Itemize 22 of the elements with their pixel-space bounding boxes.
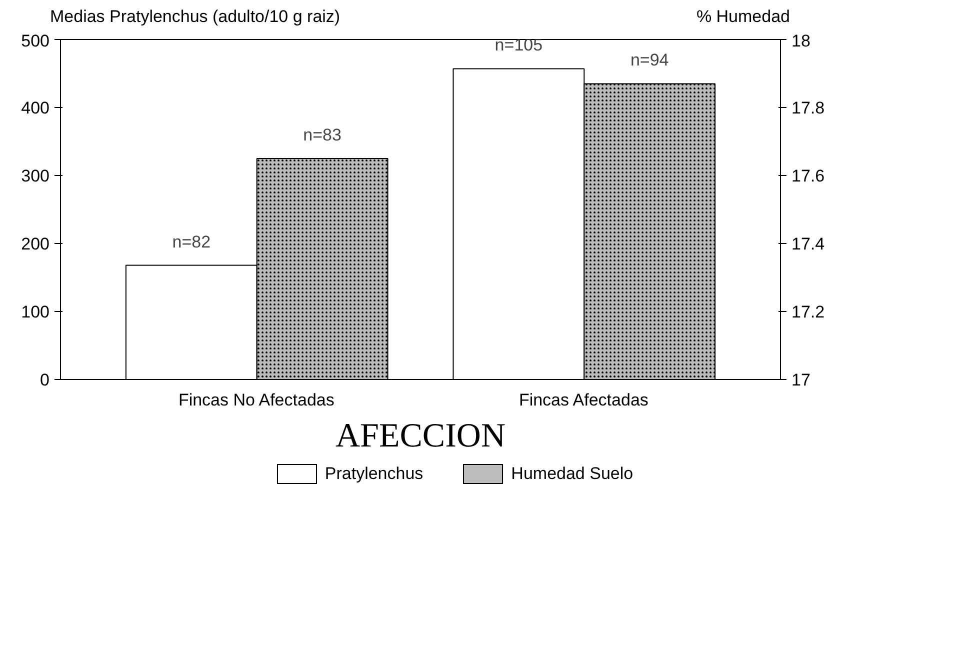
y2-tick-label: 17.8 bbox=[792, 98, 825, 118]
annotation: n=82 bbox=[172, 232, 211, 252]
y-axis-title: Medias Pratylenchus (adulto/10 g raiz) bbox=[50, 6, 340, 28]
legend-label: Pratylenchus bbox=[324, 463, 424, 485]
y-tick-label: 300 bbox=[21, 166, 50, 186]
annotation: n=83 bbox=[303, 126, 342, 144]
y2-tick-label: 17.6 bbox=[792, 166, 825, 186]
x-tick-label: Fincas No Afectadas bbox=[178, 390, 334, 410]
y2-tick-label: 18 bbox=[792, 32, 810, 50]
annotation: n=94 bbox=[630, 50, 669, 70]
y-tick-label: 500 bbox=[21, 32, 50, 50]
y-tick-label: 0 bbox=[40, 370, 50, 390]
y2-tick-label: 17 bbox=[792, 370, 810, 390]
y-tick-label: 100 bbox=[21, 302, 50, 322]
y2-tick-label: 17.2 bbox=[792, 302, 825, 322]
y2-tick-label: 17.4 bbox=[792, 234, 825, 254]
x-axis-title: AFECCION bbox=[335, 418, 506, 454]
y-tick-label: 400 bbox=[21, 98, 50, 118]
y2-axis-title: % Humedad bbox=[696, 6, 790, 28]
x-tick-label: Fincas Afectadas bbox=[518, 390, 648, 410]
legend-label: Humedad Suelo bbox=[511, 463, 634, 485]
y-tick-label: 200 bbox=[21, 234, 50, 254]
